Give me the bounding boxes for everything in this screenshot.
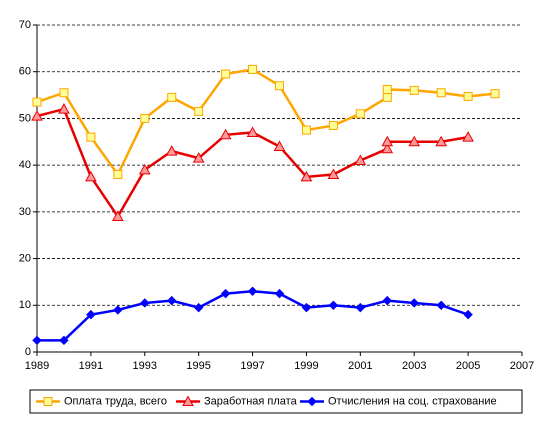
x-tick-label: 1995 xyxy=(186,360,210,372)
y-tick-label: 30 xyxy=(19,206,31,218)
x-tick-label: 2001 xyxy=(348,360,372,372)
x-tick-label: 2005 xyxy=(456,360,480,372)
marker xyxy=(140,113,150,123)
y-tick-label: 40 xyxy=(19,159,31,171)
marker xyxy=(307,396,317,407)
marker xyxy=(248,64,258,74)
marker xyxy=(193,302,204,313)
legend-box xyxy=(29,389,523,414)
marker xyxy=(32,335,42,346)
marker xyxy=(220,288,231,299)
x-tick-label: 1997 xyxy=(240,360,264,372)
marker xyxy=(300,170,313,182)
x-tick-label: 1989 xyxy=(25,360,49,372)
x-tick-label: 1993 xyxy=(133,360,157,372)
marker xyxy=(463,309,473,320)
marker xyxy=(138,163,151,175)
marker xyxy=(165,145,178,156)
marker xyxy=(328,300,339,310)
marker xyxy=(463,91,473,101)
marker xyxy=(58,103,70,114)
marker xyxy=(247,286,258,296)
marker xyxy=(409,85,419,95)
marker xyxy=(219,128,232,140)
marker xyxy=(408,135,421,147)
marker xyxy=(435,135,448,147)
marker xyxy=(381,135,394,147)
y-tick-label: 20 xyxy=(19,252,31,264)
marker xyxy=(301,302,312,313)
marker xyxy=(167,295,177,306)
x-tick-label: 1991 xyxy=(79,360,103,372)
marker xyxy=(182,395,194,406)
marker xyxy=(436,88,446,98)
marker xyxy=(31,110,43,121)
marker xyxy=(221,69,231,79)
marker xyxy=(490,89,500,99)
marker xyxy=(462,131,474,142)
y-tick-label: 70 xyxy=(19,19,31,31)
marker xyxy=(327,168,340,179)
marker xyxy=(192,152,205,163)
marker xyxy=(140,298,150,308)
marker xyxy=(355,109,365,119)
marker xyxy=(113,305,123,315)
marker xyxy=(355,302,366,313)
y-tick-label: 50 xyxy=(19,112,31,124)
marker xyxy=(43,397,53,406)
y-tick-label: 10 xyxy=(19,299,31,311)
legend-label: Оплата труда, всего xyxy=(64,395,167,407)
marker xyxy=(85,170,97,182)
marker xyxy=(274,288,285,299)
marker xyxy=(32,97,42,107)
marker xyxy=(328,120,338,130)
marker xyxy=(382,295,392,306)
marker xyxy=(59,335,69,346)
marker xyxy=(381,142,394,154)
marker xyxy=(111,210,124,222)
marker xyxy=(301,125,311,135)
marker xyxy=(273,140,286,151)
marker xyxy=(194,106,204,116)
legend-label: Заработная плата xyxy=(204,395,298,407)
marker xyxy=(382,84,392,94)
marker xyxy=(354,154,367,165)
x-tick-label: 1999 xyxy=(294,360,318,372)
marker xyxy=(86,309,96,320)
marker xyxy=(86,132,96,142)
marker xyxy=(409,298,419,308)
y-tick-label: 0 xyxy=(25,346,31,358)
marker xyxy=(246,126,259,137)
x-tick-label: 2003 xyxy=(402,360,426,372)
marker xyxy=(59,88,69,98)
y-tick-label: 60 xyxy=(19,66,31,78)
marker xyxy=(382,92,392,102)
marker xyxy=(167,92,177,102)
marker xyxy=(113,169,123,179)
series-line xyxy=(36,107,469,219)
legend-label: Отчисления на соц. страхование xyxy=(328,395,497,407)
marker xyxy=(275,81,284,91)
x-tick-label: 2007 xyxy=(510,360,534,372)
marker xyxy=(436,300,446,310)
